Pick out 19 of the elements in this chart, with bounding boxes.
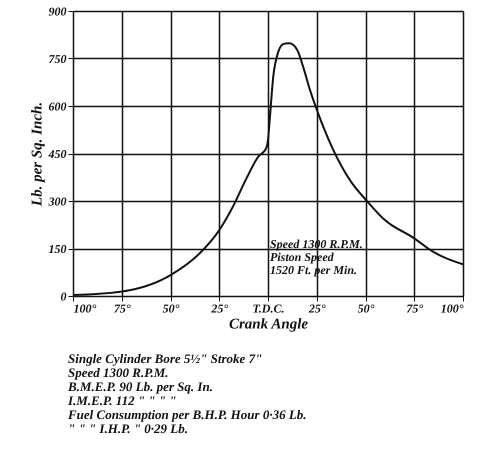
- x-tick-label: 50°: [162, 302, 180, 316]
- x-tick-label: 25°: [210, 302, 228, 316]
- y-tick-label: 600: [48, 100, 66, 114]
- x-tick-label: 100°: [74, 302, 96, 316]
- y-tick-label: 900: [48, 4, 66, 18]
- x-tick-label: T.D.C.: [252, 302, 284, 316]
- x-tick-label: 75°: [406, 302, 424, 316]
- x-tick-label: 100°: [440, 302, 464, 316]
- text: Single Cylinder Bore 5½" Stroke 7" Speed 1300 R.P.M. B.M.E.P. 90 Lb. per Sq. In. I.M.E.P. 112 " " " " Fuel Consumption per B.H.P. Hour 0·36 Lb. " " " I.H.P. " 0·29 Lb.: [67, 351, 307, 436]
- x-axis-title: Crank Angle: [228, 316, 308, 332]
- x-tick-label: 75°: [114, 302, 131, 316]
- y-tick-label: 150: [48, 242, 66, 256]
- y-tick-label: 750: [48, 52, 66, 66]
- x-tick-label: 50°: [358, 302, 375, 316]
- y-tick-label: 450: [48, 147, 66, 161]
- y-tick-label: 0: [60, 290, 66, 304]
- y-axis-title: Lb. per Sq. Inch.: [30, 102, 46, 208]
- y-tick-label: 300: [48, 194, 66, 208]
- x-tick-label: 25°: [308, 302, 326, 316]
